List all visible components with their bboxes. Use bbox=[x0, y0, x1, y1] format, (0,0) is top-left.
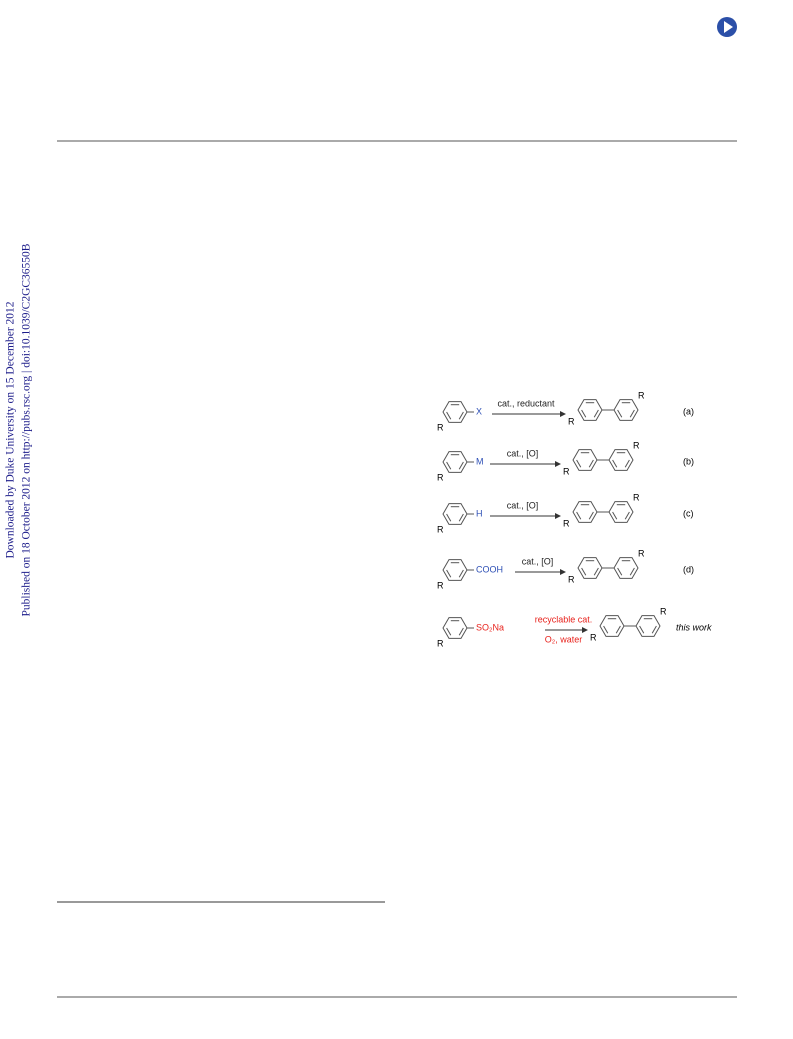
reagent: cat., [O] bbox=[507, 500, 539, 510]
reagent: recyclable cat. bbox=[535, 614, 593, 624]
ring-bond bbox=[629, 409, 635, 418]
benzene-ring bbox=[442, 559, 468, 581]
substituent: R bbox=[633, 440, 640, 450]
leaving-group: H bbox=[476, 508, 483, 518]
scheme-label: (a) bbox=[683, 406, 694, 416]
benzene-ring bbox=[572, 501, 598, 523]
substituent: R bbox=[638, 390, 645, 400]
arrow-head bbox=[555, 461, 561, 467]
watermark-line: Published on 18 October 2012 on http://p… bbox=[21, 243, 33, 616]
scheme-label: (c) bbox=[683, 508, 694, 518]
ring-bond bbox=[603, 625, 609, 634]
benzene-ring bbox=[442, 503, 468, 525]
ring-bond bbox=[651, 625, 657, 634]
ring-bond bbox=[624, 511, 630, 520]
arrow-head bbox=[560, 411, 566, 417]
benzene-ring bbox=[442, 617, 468, 639]
play-icon-glyph bbox=[724, 21, 733, 33]
benzene-ring bbox=[577, 399, 603, 421]
benzene-ring bbox=[572, 449, 598, 471]
substituent: R bbox=[590, 632, 597, 642]
arrow-head bbox=[560, 569, 566, 575]
ring-bond bbox=[446, 627, 452, 636]
substituent: R bbox=[633, 492, 640, 502]
leaving-group: M bbox=[476, 456, 484, 466]
ring-bond bbox=[612, 459, 618, 468]
benzene-ring bbox=[442, 401, 468, 423]
benzene-ring bbox=[577, 557, 603, 579]
ring-bond bbox=[458, 513, 464, 522]
scheme-label: this work bbox=[676, 622, 712, 632]
substituent: R bbox=[568, 574, 575, 584]
ring-bond bbox=[446, 461, 452, 470]
ring-bond bbox=[639, 625, 645, 634]
substituent: R bbox=[660, 606, 667, 616]
substituent: R bbox=[568, 416, 575, 426]
ring-bond bbox=[446, 569, 452, 578]
ring-bond bbox=[624, 459, 630, 468]
substituent: R bbox=[437, 638, 444, 648]
arrow-head bbox=[555, 513, 561, 519]
ring-bond bbox=[617, 409, 623, 418]
ring-bond bbox=[581, 567, 587, 576]
leaving-group: SO₂Na bbox=[476, 622, 504, 632]
ring-bond bbox=[446, 411, 452, 420]
ring-bond bbox=[612, 511, 618, 520]
substituent: R bbox=[437, 524, 444, 534]
ring-bond bbox=[629, 567, 635, 576]
ring-bond bbox=[581, 409, 587, 418]
scheme-label: (b) bbox=[683, 456, 694, 466]
watermark-line: Downloaded by Duke University on 15 Dece… bbox=[5, 301, 17, 558]
ring-bond bbox=[588, 459, 594, 468]
ring-bond bbox=[615, 625, 621, 634]
leaving-group: X bbox=[476, 406, 482, 416]
substituent: R bbox=[437, 472, 444, 482]
reagent: O₂, water bbox=[545, 634, 583, 644]
ring-bond bbox=[446, 513, 452, 522]
ring-bond bbox=[593, 409, 599, 418]
ring-bond bbox=[458, 461, 464, 470]
substituent: R bbox=[563, 518, 570, 528]
benzene-ring bbox=[599, 615, 625, 637]
benzene-ring bbox=[442, 451, 468, 473]
leaving-group: COOH bbox=[476, 564, 503, 574]
substituent: R bbox=[638, 548, 645, 558]
ring-bond bbox=[617, 567, 623, 576]
ring-bond bbox=[588, 511, 594, 520]
ring-bond bbox=[458, 627, 464, 636]
scheme-label: (d) bbox=[683, 564, 694, 574]
ring-bond bbox=[593, 567, 599, 576]
ring-bond bbox=[576, 459, 582, 468]
ring-bond bbox=[458, 411, 464, 420]
substituent: R bbox=[437, 422, 444, 432]
reagent: cat., [O] bbox=[522, 556, 554, 566]
substituent: R bbox=[563, 466, 570, 476]
ring-bond bbox=[458, 569, 464, 578]
arrow-head bbox=[582, 627, 588, 633]
substituent: R bbox=[437, 580, 444, 590]
reagent: cat., [O] bbox=[507, 448, 539, 458]
reagent: cat., reductant bbox=[497, 398, 555, 408]
ring-bond bbox=[576, 511, 582, 520]
